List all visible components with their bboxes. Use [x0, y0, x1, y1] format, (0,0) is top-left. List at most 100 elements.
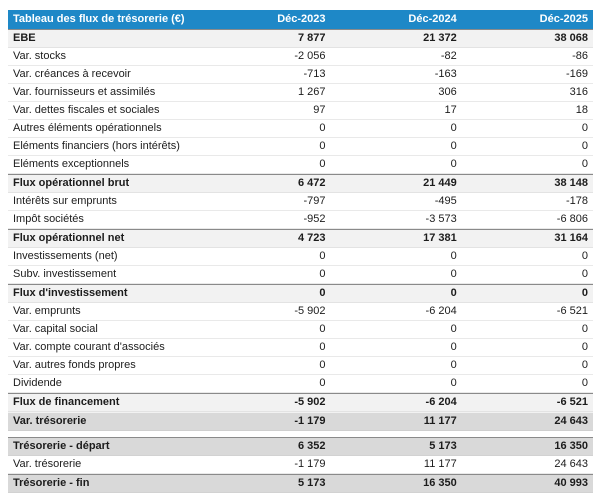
cell-value: -1 179 — [199, 412, 331, 431]
table-row: Impôt sociétés -952 -3 573 -6 806 — [8, 211, 593, 229]
cell-value: 0 — [330, 138, 462, 156]
column-header-dec-2024: Déc-2024 — [330, 10, 462, 29]
column-header-dec-2025: Déc-2025 — [461, 10, 593, 29]
table-row: Var. stocks -2 056 -82 -86 — [8, 48, 593, 66]
row-label: Var. capital social — [8, 321, 200, 339]
cell-value: -5 902 — [199, 393, 331, 412]
row-label: Dividende — [8, 375, 200, 393]
table-row: Flux d'investissement 0 0 0 — [8, 284, 593, 303]
row-label: Impôt sociétés — [8, 211, 200, 229]
cell-value: 0 — [461, 375, 593, 393]
cell-value: -82 — [330, 48, 462, 66]
cell-value: -163 — [330, 66, 462, 84]
table-header-row: Tableau des flux de trésorerie (€) Déc-2… — [8, 10, 593, 29]
cell-value: 24 643 — [461, 456, 593, 474]
table-row: Investissements (net) 0 0 0 — [8, 248, 593, 266]
row-label: Var. trésorerie — [8, 412, 200, 431]
cell-value: 16 350 — [330, 474, 462, 493]
cell-value: 0 — [199, 357, 331, 375]
cell-value: -6 521 — [461, 303, 593, 321]
cell-value: 0 — [330, 357, 462, 375]
cell-value: 0 — [461, 120, 593, 138]
cell-value: 0 — [330, 284, 462, 303]
cell-value: -86 — [461, 48, 593, 66]
table-row: Var. fournisseurs et assimilés 1 267 306 31… — [8, 84, 593, 102]
table-row: Var. dettes fiscales et sociales 97 17 18 — [8, 102, 593, 120]
cell-value: -797 — [199, 193, 331, 211]
row-label: Var. dettes fiscales et sociales — [8, 102, 200, 120]
table-row: Intérêts sur emprunts -797 -495 -178 — [8, 193, 593, 211]
cell-value: -169 — [461, 66, 593, 84]
table-title: Tableau des flux de trésorerie (€) — [8, 10, 200, 29]
cell-value: 97 — [199, 102, 331, 120]
table-row: Flux opérationnel net 4 723 17 381 31 164 — [8, 229, 593, 248]
cell-value: 1 267 — [199, 84, 331, 102]
table-row: Var. autres fonds propres 0 0 0 — [8, 357, 593, 375]
table-row: Var. compte courant d'associés 0 0 0 — [8, 339, 593, 357]
row-label: Var. créances à recevoir — [8, 66, 200, 84]
table-row: Var. trésorerie -1 179 11 177 24 643 — [8, 412, 593, 431]
table-row: Flux opérationnel brut 6 472 21 449 38 148 — [8, 174, 593, 193]
cell-value: 0 — [199, 266, 331, 284]
cell-value: -178 — [461, 193, 593, 211]
cell-value: 0 — [330, 120, 462, 138]
cell-value: 5 173 — [199, 474, 331, 493]
cell-value: 11 177 — [330, 456, 462, 474]
cell-value: 0 — [199, 138, 331, 156]
cell-value: 6 472 — [199, 174, 331, 193]
cell-value: 306 — [330, 84, 462, 102]
row-label: Intérêts sur emprunts — [8, 193, 200, 211]
cell-value: 6 352 — [199, 437, 331, 456]
cell-value: 7 877 — [199, 29, 331, 48]
table-row: EBE 7 877 21 372 38 068 — [8, 29, 593, 48]
row-label: Var. trésorerie — [8, 456, 200, 474]
row-label: Eléments exceptionnels — [8, 156, 200, 174]
cell-value: 0 — [461, 156, 593, 174]
table-row: Flux de financement -5 902 -6 204 -6 521 — [8, 393, 593, 412]
table-row: Eléments exceptionnels 0 0 0 — [8, 156, 593, 174]
cell-value: 16 350 — [461, 437, 593, 456]
cell-value: 0 — [461, 284, 593, 303]
cell-value: 0 — [461, 321, 593, 339]
cell-value: 316 — [461, 84, 593, 102]
row-label: Trésorerie - fin — [8, 474, 200, 493]
cell-value: -713 — [199, 66, 331, 84]
row-label: Flux opérationnel brut — [8, 174, 200, 193]
cell-value: -6 521 — [461, 393, 593, 412]
row-label: Var. autres fonds propres — [8, 357, 200, 375]
table-row: Autres éléments opérationnels 0 0 0 — [8, 120, 593, 138]
table-row: Trésorerie - départ 6 352 5 173 16 350 — [8, 437, 593, 456]
column-header-dec-2023: Déc-2023 — [199, 10, 331, 29]
cell-value: 0 — [330, 321, 462, 339]
table-row: Eléments financiers (hors intérêts) 0 0 0 — [8, 138, 593, 156]
cell-value: -6 806 — [461, 211, 593, 229]
cell-value: 0 — [461, 248, 593, 266]
table-row: Subv. investissement 0 0 0 — [8, 266, 593, 284]
table-row: Dividende 0 0 0 — [8, 375, 593, 393]
table-row: Var. capital social 0 0 0 — [8, 321, 593, 339]
cell-value: 0 — [330, 156, 462, 174]
cell-value: 21 372 — [330, 29, 462, 48]
cell-value: 40 993 — [461, 474, 593, 493]
cell-value: 18 — [461, 102, 593, 120]
cell-value: -2 056 — [199, 48, 331, 66]
row-label: Trésorerie - départ — [8, 437, 200, 456]
cell-value: 17 381 — [330, 229, 462, 248]
cash-flow-table: Tableau des flux de trésorerie (€) Déc-2… — [8, 10, 593, 493]
cell-value: 0 — [330, 375, 462, 393]
row-label: Flux de financement — [8, 393, 200, 412]
cell-value: 0 — [330, 266, 462, 284]
cell-value: 24 643 — [461, 412, 593, 431]
cell-value: 0 — [199, 375, 331, 393]
cell-value: 0 — [199, 156, 331, 174]
row-label: Investissements (net) — [8, 248, 200, 266]
cell-value: 0 — [461, 138, 593, 156]
row-label: Subv. investissement — [8, 266, 200, 284]
cell-value: 0 — [199, 120, 331, 138]
cell-value: -6 204 — [330, 303, 462, 321]
cell-value: 21 449 — [330, 174, 462, 193]
cell-value: 0 — [199, 284, 331, 303]
cell-value: 0 — [199, 321, 331, 339]
table-body: EBE 7 877 21 372 38 068 Var. stocks -2 056 -82… — [8, 29, 593, 493]
row-label: Eléments financiers (hors intérêts) — [8, 138, 200, 156]
